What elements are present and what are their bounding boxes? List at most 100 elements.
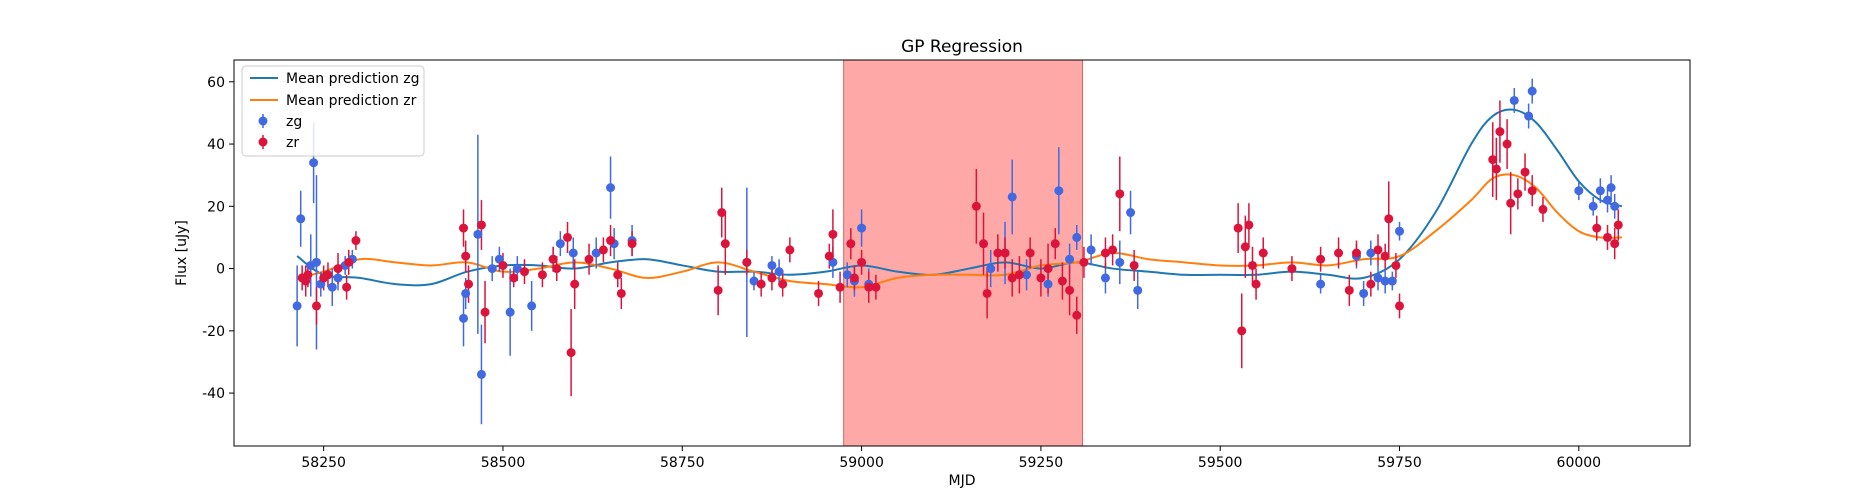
data-point-zg [1126, 208, 1136, 218]
data-point-zg [1610, 201, 1620, 211]
data-point-zg [1054, 186, 1064, 196]
data-point-zr [606, 236, 616, 246]
data-point-zg [555, 239, 565, 249]
y-axis-label: Flux [uJy] [174, 220, 190, 286]
data-point-zr [1057, 276, 1067, 286]
data-point-zg [842, 270, 852, 280]
data-point-zg [1065, 254, 1075, 264]
data-point-zr [519, 267, 529, 277]
data-point-zr [509, 273, 519, 283]
data-point-zr [720, 239, 730, 249]
data-point-zr [1244, 220, 1254, 230]
data-point-zg [1359, 288, 1369, 298]
data-point-zr [1491, 164, 1501, 174]
data-point-zr [1538, 204, 1548, 214]
data-point-zr [1079, 257, 1089, 267]
data-point-zr [1014, 270, 1024, 280]
data-point-zr [1506, 198, 1516, 208]
x-axis-ticks: 58250 58500 58750 59000 59250 59500 59750 60000 [301, 446, 1601, 471]
data-point-zr [979, 239, 989, 249]
legend-label-zg-points: zg [286, 114, 302, 130]
series-zr [297, 127, 1623, 358]
y-tick-label: 20 [207, 199, 225, 215]
data-point-zg [749, 276, 759, 286]
data-point-zr [864, 282, 874, 292]
data-point-zr [1495, 127, 1505, 137]
data-point-zg [476, 369, 486, 379]
data-point-zr [344, 257, 354, 267]
data-point-zr [461, 251, 471, 261]
data-point-zr [464, 279, 474, 289]
data-point-zg [527, 301, 537, 311]
x-tick-label: 59500 [1198, 455, 1243, 471]
data-point-zg [1395, 226, 1405, 236]
chart-title: GP Regression [901, 37, 1023, 57]
legend-label-zr-line: Mean prediction zr [286, 93, 417, 109]
data-point-zg [857, 223, 867, 233]
data-point-zr [1520, 167, 1530, 177]
x-axis-label: MJD [949, 473, 976, 489]
data-point-zr [1237, 326, 1247, 336]
data-point-zg [309, 158, 319, 168]
data-point-zr [333, 264, 343, 274]
data-point-zr [828, 229, 838, 239]
data-point-zr [1100, 248, 1110, 258]
data-point-zr [342, 282, 352, 292]
data-point-zg [1588, 201, 1598, 211]
legend: Mean prediction zg Mean prediction zr zg… [241, 65, 425, 157]
data-point-zr [1007, 273, 1017, 283]
data-point-zr [563, 232, 573, 242]
data-point-zg [1316, 279, 1326, 289]
data-point-zr [1108, 245, 1118, 255]
data-point-zr [1050, 239, 1060, 249]
x-tick-label: 58500 [481, 455, 526, 471]
data-point-zg [292, 301, 302, 311]
data-point-zg [1115, 257, 1125, 267]
data-point-zr [1334, 248, 1344, 258]
data-point-zr [351, 236, 361, 246]
data-point-zr [824, 251, 834, 261]
x-tick-label: 59250 [1019, 455, 1064, 471]
data-point-zr [613, 270, 623, 280]
data-point-zg [986, 264, 996, 274]
data-point-zr [1025, 248, 1035, 258]
data-point-zg [1366, 248, 1376, 258]
legend-label-zg-line: Mean prediction zg [286, 71, 420, 87]
legend-label-zr-points: zr [286, 135, 299, 151]
data-point-zr [1043, 264, 1053, 274]
data-point-zr [1065, 285, 1075, 295]
data-point-zg [461, 288, 471, 298]
data-point-zr [1395, 301, 1405, 311]
data-point-zr [1380, 251, 1390, 261]
data-point-zr [1287, 264, 1297, 274]
data-points [292, 86, 1623, 379]
data-point-zr [742, 257, 752, 267]
data-point-zr [993, 248, 1003, 258]
data-point-zg [1133, 285, 1143, 295]
data-point-zg [1387, 276, 1397, 286]
data-point-zg [767, 260, 777, 270]
data-point-zg [333, 273, 343, 283]
legend-swatch-zg-point [258, 116, 268, 126]
data-point-zr [1513, 189, 1523, 199]
data-point-zr [498, 260, 508, 270]
data-point-zr [584, 254, 594, 264]
y-axis-ticks: -40 -20 0 20 40 60 [202, 75, 234, 402]
data-point-zr [459, 223, 469, 233]
data-point-zr [616, 288, 626, 298]
data-point-zr [552, 264, 562, 274]
y-tick-label: -20 [202, 324, 225, 340]
data-point-zr [1258, 248, 1268, 258]
data-point-zr [311, 301, 321, 311]
data-point-zr [1527, 186, 1537, 196]
data-point-zr [1610, 239, 1620, 249]
data-point-zr [846, 239, 856, 249]
data-point-zr [713, 285, 723, 295]
data-point-zr [1115, 189, 1125, 199]
data-point-zr [323, 270, 333, 280]
data-point-zr [857, 257, 867, 267]
data-point-zr [1251, 279, 1261, 289]
data-point-zg [774, 267, 784, 277]
data-point-zg [296, 214, 306, 224]
data-point-zr [767, 273, 777, 283]
